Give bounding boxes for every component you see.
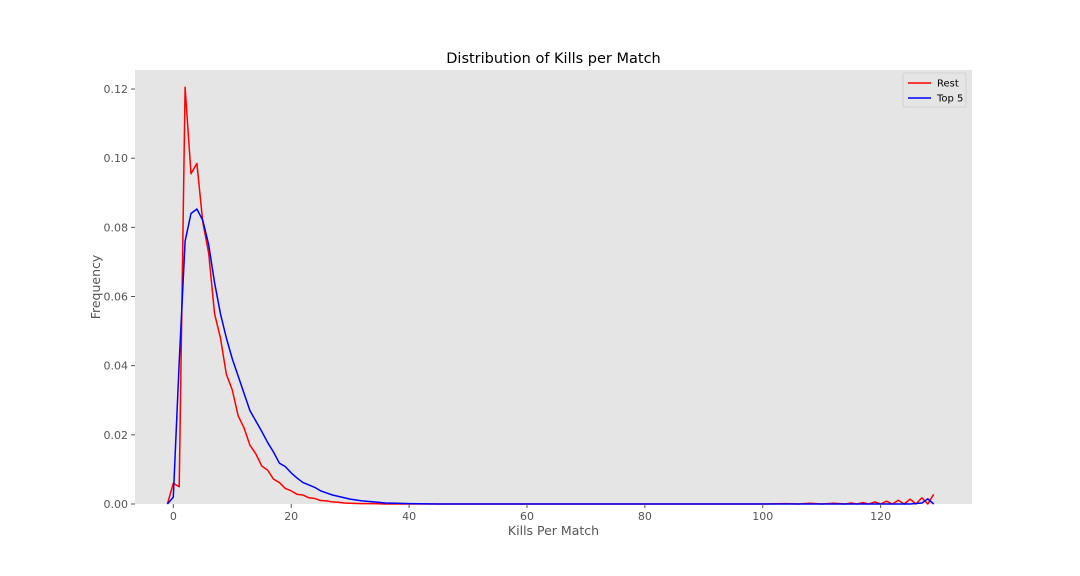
legend: Rest Top 5 xyxy=(902,72,967,108)
x-tick-label: 40 xyxy=(402,510,416,523)
legend-entry-label: Top 5 xyxy=(936,94,963,105)
x-tick-label: 120 xyxy=(870,510,891,523)
x-tick-label: 100 xyxy=(752,510,773,523)
y-tick-label: 0.02 xyxy=(104,429,129,442)
y-tick-label: 0.12 xyxy=(104,83,129,96)
y-tick-label: 0.08 xyxy=(104,221,129,234)
y-axis-label: Frequency xyxy=(88,254,103,319)
x-tick-label: 80 xyxy=(638,510,652,523)
plot-area xyxy=(135,70,972,504)
x-axis: 0 20 40 60 80 100 120 xyxy=(170,504,891,523)
series-line-top-5 xyxy=(166,208,935,505)
y-tick-label: 0.04 xyxy=(104,360,129,373)
x-tick-label: 0 xyxy=(170,510,177,523)
y-axis: 0.00 0.02 0.04 0.06 0.08 0.10 0.12 xyxy=(104,83,135,511)
y-tick-label: 0.00 xyxy=(104,498,129,511)
x-tick-label: 20 xyxy=(284,510,298,523)
y-tick-label: 0.06 xyxy=(104,291,129,304)
x-tick-label: 60 xyxy=(520,510,534,523)
x-axis-label: Kills Per Match xyxy=(508,523,599,538)
series-layer xyxy=(166,86,935,505)
chart-title: Distribution of Kills per Match xyxy=(446,51,660,67)
series-line-rest xyxy=(166,86,935,505)
y-tick-label: 0.10 xyxy=(104,152,129,165)
legend-entry-label: Rest xyxy=(937,79,959,90)
